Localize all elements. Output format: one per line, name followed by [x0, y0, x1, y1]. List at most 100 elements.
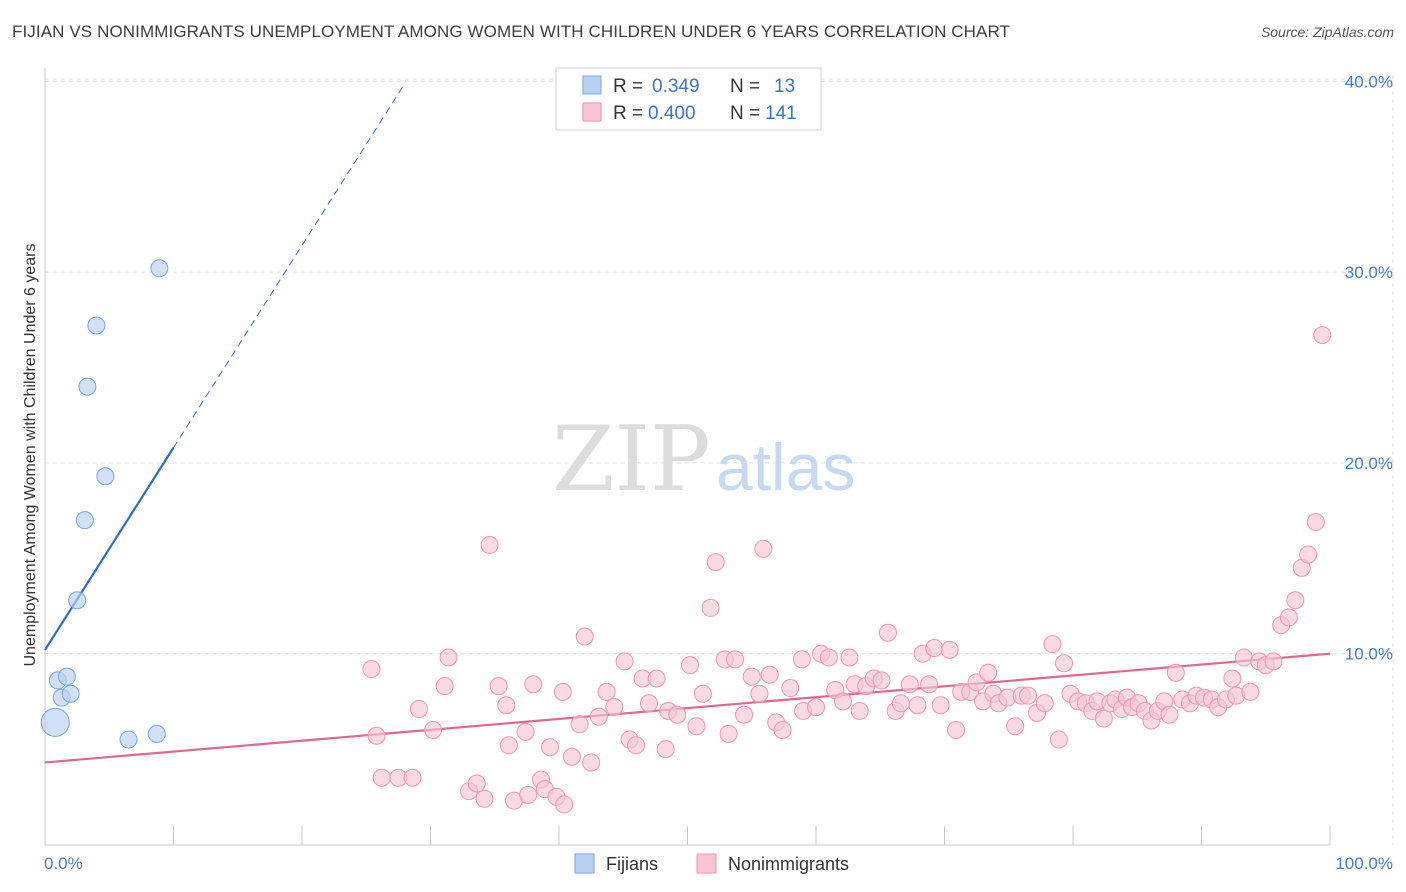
point-nonimmigrant — [541, 738, 560, 757]
point-nonimmigrant — [872, 671, 891, 690]
watermark: ZIP atlas — [552, 407, 855, 512]
legend-r-value-fijians: 0.349 — [652, 76, 700, 97]
point-nonimmigrant — [792, 650, 811, 669]
point-nonimmigrant — [582, 753, 601, 772]
point-fijian — [75, 511, 94, 530]
point-nonimmigrant — [555, 795, 574, 814]
point-nonimmigrant — [850, 701, 869, 720]
y-tick-label: 30.0% — [1345, 263, 1393, 282]
point-nonimmigrant — [900, 675, 919, 694]
y-tick-label: 20.0% — [1345, 454, 1393, 473]
point-nonimmigrant — [372, 768, 391, 787]
point-nonimmigrant — [687, 717, 706, 736]
bottom-legend-swatch-nonimmigrants — [696, 853, 717, 874]
point-nonimmigrant — [497, 696, 516, 715]
point-fijian — [87, 316, 106, 335]
point-nonimmigrant — [1299, 545, 1318, 564]
point-nonimmigrant — [627, 736, 646, 755]
point-nonimmigrant — [597, 682, 616, 701]
points-nonimmigrants — [362, 326, 1332, 814]
point-nonimmigrant — [719, 724, 738, 743]
x-tick-label-min: 0.0% — [44, 854, 83, 873]
point-nonimmigrant — [701, 598, 720, 617]
point-nonimmigrant — [920, 675, 939, 694]
point-nonimmigrant — [726, 650, 745, 669]
point-nonimmigrant — [940, 640, 959, 659]
point-nonimmigrant — [1279, 608, 1298, 627]
bottom-legend-swatch-fijians — [574, 853, 595, 874]
point-nonimmigrant — [519, 785, 538, 804]
point-nonimmigrant — [1306, 513, 1325, 532]
point-nonimmigrant — [1049, 730, 1068, 749]
point-fijian — [68, 591, 87, 610]
bottom-legend-label-fijians: Fijians — [606, 854, 658, 874]
point-fijian — [57, 667, 76, 686]
legend-r-value-nonimmigrants: 0.400 — [648, 103, 696, 124]
point-nonimmigrant — [409, 700, 428, 719]
point-nonimmigrant — [589, 707, 608, 726]
legend-swatch-fijians — [582, 75, 602, 95]
point-nonimmigrant — [1035, 694, 1054, 713]
x-tick-label-max: 100.0% — [1335, 854, 1393, 873]
point-nonimmigrant — [467, 774, 486, 793]
point-fijian — [119, 730, 138, 749]
point-fijian — [40, 707, 70, 737]
point-nonimmigrant — [1223, 669, 1242, 688]
point-nonimmigrant — [647, 669, 666, 688]
legend-r-label-nonimmigrants: R = — [613, 103, 643, 124]
point-nonimmigrant — [499, 736, 518, 755]
point-fijian — [147, 724, 166, 743]
watermark-atlas: atlas — [716, 430, 855, 504]
legend-n-value-nonimmigrants: 141 — [765, 103, 797, 124]
point-nonimmigrant — [760, 665, 779, 684]
trend-line-fijians — [44, 447, 175, 651]
point-nonimmigrant — [403, 768, 422, 787]
point-nonimmigrant — [750, 684, 769, 703]
point-nonimmigrant — [362, 659, 381, 678]
points-fijians — [40, 259, 169, 749]
point-nonimmigrant — [1043, 635, 1062, 654]
point-nonimmigrant — [480, 535, 499, 554]
point-nonimmigrant — [656, 740, 675, 759]
point-nonimmigrant — [1019, 686, 1038, 705]
stats-legend: R = 0.349 N = 13 R = 0.400 N = 141 — [555, 67, 822, 131]
point-nonimmigrant — [516, 722, 535, 741]
point-nonimmigrant — [1094, 709, 1113, 728]
point-nonimmigrant — [615, 652, 634, 671]
point-nonimmigrant — [840, 648, 859, 667]
point-fijian — [96, 467, 115, 486]
point-nonimmigrant — [367, 726, 386, 745]
point-nonimmigrant — [1286, 591, 1305, 610]
point-fijian — [150, 259, 169, 278]
point-nonimmigrant — [773, 721, 792, 740]
point-nonimmigrant — [878, 623, 897, 642]
y-tick-labels: 10.0% 20.0% 30.0% 40.0% — [1345, 72, 1393, 663]
point-nonimmigrant — [668, 705, 687, 724]
point-nonimmigrant — [908, 696, 927, 715]
legend-r-label-fijians: R = — [613, 76, 643, 97]
point-nonimmigrant — [1160, 705, 1179, 724]
y-tick-label: 10.0% — [1345, 645, 1393, 664]
point-nonimmigrant — [706, 553, 725, 572]
chart-title: FIJIAN VS NONIMMIGRANTS UNEMPLOYMENT AMO… — [12, 22, 1011, 41]
trend-lines — [44, 83, 1331, 764]
point-nonimmigrant — [424, 721, 443, 740]
point-nonimmigrant — [575, 627, 594, 646]
point-nonimmigrant — [693, 684, 712, 703]
point-nonimmigrant — [967, 673, 986, 692]
point-nonimmigrant — [742, 667, 761, 686]
source-credit: Source: ZipAtlas.com — [1260, 24, 1394, 40]
point-nonimmigrant — [891, 694, 910, 713]
point-fijian — [78, 377, 97, 396]
legend-n-label-nonimmigrants: N = — [730, 103, 760, 124]
point-nonimmigrant — [833, 692, 852, 711]
watermark-zip: ZIP — [552, 407, 711, 512]
legend-n-value-fijians: 13 — [774, 76, 795, 97]
point-nonimmigrant — [562, 747, 581, 766]
point-nonimmigrant — [781, 679, 800, 698]
y-tick-label: 40.0% — [1345, 72, 1393, 91]
point-nonimmigrant — [475, 789, 494, 808]
bottom-legend-label-nonimmigrants: Nonimmigrants — [728, 854, 849, 874]
point-nonimmigrant — [439, 648, 458, 667]
